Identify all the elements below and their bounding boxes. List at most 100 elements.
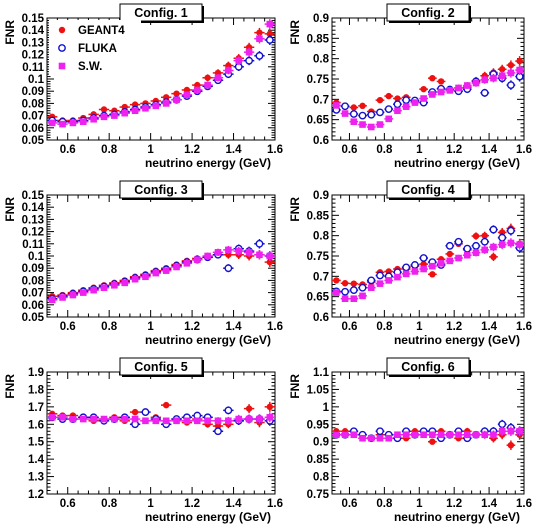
title-box: [386, 357, 470, 376]
data-point: [402, 431, 410, 439]
x-axis-label: neutrino energy (GeV): [145, 510, 271, 524]
data-point: [256, 35, 263, 43]
data-point: [394, 107, 401, 115]
y-tick-label: 1.4: [28, 454, 45, 466]
data-point: [472, 241, 480, 250]
data-point: [245, 249, 253, 256]
y-tick-label: 1: [323, 402, 330, 414]
data-point: [350, 431, 358, 439]
x-tick-label: 1.4: [226, 498, 243, 510]
data-point: [507, 81, 515, 90]
x-tick-label: 1: [416, 498, 423, 510]
data-point: [359, 102, 366, 110]
data-point: [437, 78, 445, 85]
data-point: [256, 415, 263, 423]
data-point: [224, 406, 233, 415]
data-point: [333, 277, 340, 284]
y-tick-label: 1.3: [28, 472, 44, 484]
data-point: [490, 74, 497, 82]
data-point: [516, 427, 523, 435]
data-point: [498, 233, 507, 242]
data-point: [516, 241, 523, 248]
data-point: [376, 271, 384, 280]
x-tick-label: 1: [147, 498, 154, 510]
data-point: [429, 262, 436, 270]
data-point: [69, 415, 77, 423]
data-point: [446, 257, 454, 265]
data-point: [162, 401, 170, 409]
data-point: [455, 254, 462, 262]
x-tick-label: 1.4: [481, 498, 498, 510]
y-tick-label: 0.1: [28, 74, 45, 86]
y-axis-label: FNR: [288, 197, 302, 222]
y-axis-label: FNR: [288, 20, 302, 45]
x-tick-label: 1.4: [226, 321, 243, 333]
y-tick-label: 0.8: [313, 54, 330, 66]
data-point: [411, 268, 419, 275]
data-point: [256, 251, 263, 259]
data-point: [245, 415, 253, 423]
data-point: [445, 241, 454, 250]
x-axis-label: neutrino energy (GeV): [394, 333, 520, 347]
data-point: [481, 76, 489, 84]
y-tick-label: 1.9: [28, 367, 44, 379]
x-axis-label: neutrino energy (GeV): [394, 510, 520, 524]
data-point: [359, 292, 366, 300]
series-sw: [332, 238, 524, 302]
data-point: [59, 120, 66, 128]
y-tick-label: 0.05: [22, 135, 45, 147]
x-axis-label: neutrino energy (GeV): [394, 156, 520, 170]
data-point: [152, 269, 160, 277]
x-tick-label: 1.2: [184, 498, 200, 510]
data-point: [384, 105, 393, 113]
y-tick-label: 0.9: [313, 190, 329, 202]
x-tick-label: 1.4: [481, 144, 498, 156]
data-point: [266, 403, 274, 411]
data-point: [489, 225, 498, 234]
data-point: [235, 415, 243, 423]
y-tick-label: 0.95: [307, 419, 330, 431]
chart-panel-4: 0.6 0.8 1 1.2 1.4 1.6 0.6 0.65 0.7 0.75 0.8 0.85 0.9…: [288, 180, 532, 347]
x-tick-label: 1.2: [446, 144, 462, 156]
data-point: [111, 112, 118, 119]
y-tick-label: 0.06: [22, 123, 44, 135]
x-tick-label: 1: [416, 144, 423, 156]
data-point: [437, 431, 445, 439]
data-point: [131, 107, 139, 115]
data-point: [507, 226, 515, 235]
y-axis-label: FNR: [3, 20, 17, 45]
y-tick-label: 1.1: [313, 367, 330, 379]
x-tick-label: 1.6: [267, 321, 283, 333]
data-point: [214, 74, 222, 82]
y-tick-label: 0.11: [22, 239, 44, 251]
data-point: [498, 229, 506, 236]
data-point: [162, 267, 170, 274]
data-point: [265, 36, 274, 44]
y-tick-label: 0.09: [22, 263, 44, 275]
y-axis-label: FNR: [288, 374, 302, 399]
data-point: [393, 100, 402, 109]
data-point: [266, 30, 274, 38]
data-point: [193, 417, 201, 425]
data-point: [245, 48, 253, 56]
series-geant4: [332, 56, 524, 115]
x-tick-label: 0.8: [101, 144, 118, 156]
data-point: [90, 415, 97, 423]
data-point: [358, 283, 367, 292]
y-tick-label: 0.75: [307, 251, 330, 263]
data-point: [385, 277, 393, 284]
data-point: [333, 102, 340, 109]
data-point: [204, 417, 211, 425]
x-tick-label: 1.4: [481, 321, 498, 333]
x-tick-label: 0.6: [60, 321, 76, 333]
x-tick-label: 1.2: [184, 144, 200, 156]
y-tick-label: 1.2: [28, 489, 44, 501]
data-point: [266, 414, 274, 421]
data-point: [376, 427, 384, 436]
y-tick-label: 0.1: [28, 251, 45, 263]
y-tick-label: 0.09: [22, 86, 44, 98]
data-point: [266, 20, 274, 28]
data-point: [463, 431, 471, 439]
data-point: [498, 420, 507, 429]
